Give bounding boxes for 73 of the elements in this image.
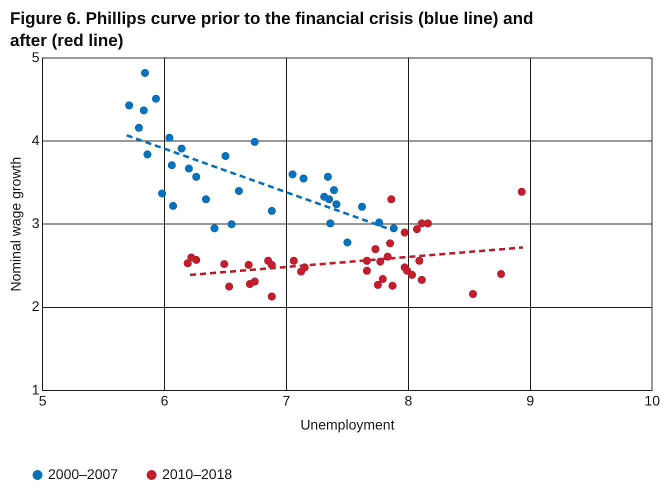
point [415, 256, 424, 265]
point [268, 292, 276, 300]
point [143, 150, 152, 158]
y-tick-label: 2 [32, 298, 40, 314]
point [375, 218, 384, 227]
point [178, 144, 186, 153]
point [158, 189, 166, 198]
point [424, 219, 432, 228]
point [300, 263, 309, 272]
y-tick-label: 1 [32, 381, 40, 398]
point [220, 260, 228, 268]
x-tick-label: 6 [160, 392, 169, 409]
point [288, 170, 297, 178]
point [141, 68, 150, 77]
y-axis-title: Nominal wage growth [7, 156, 24, 292]
point [192, 172, 200, 181]
point [300, 174, 308, 182]
point [408, 270, 416, 279]
point [184, 259, 192, 268]
point [362, 256, 371, 265]
point [202, 195, 210, 204]
point [169, 202, 178, 210]
point [343, 238, 352, 246]
point [192, 256, 200, 264]
point [330, 186, 338, 194]
point [234, 186, 243, 195]
point [268, 206, 276, 215]
x-tick-label: 9 [526, 392, 534, 409]
point [250, 138, 259, 146]
point [358, 202, 366, 211]
point [518, 188, 526, 196]
point [268, 260, 276, 269]
point [386, 239, 394, 248]
point [388, 282, 397, 290]
point [326, 219, 334, 228]
point [374, 280, 382, 289]
legend-label: 2000–2007 [48, 466, 118, 482]
point [378, 275, 387, 284]
point [325, 195, 334, 204]
point [228, 220, 236, 228]
point [332, 200, 340, 208]
point [140, 106, 148, 114]
point [468, 290, 477, 298]
point [376, 258, 384, 266]
point [384, 252, 392, 261]
x-tick-label: 7 [282, 392, 291, 409]
y-tick-label: 3 [32, 215, 40, 232]
point [244, 260, 253, 269]
point [125, 101, 134, 110]
point [165, 134, 174, 142]
x-axis-title: Unemployment [300, 416, 395, 432]
point [152, 94, 160, 103]
point [387, 195, 396, 204]
point [184, 164, 193, 173]
point [134, 124, 143, 132]
point [497, 270, 506, 278]
point [371, 245, 380, 254]
point [412, 225, 421, 234]
point [250, 278, 259, 286]
point [290, 256, 298, 265]
point [390, 224, 398, 232]
point [400, 228, 409, 237]
y-tick-label: 4 [32, 132, 40, 148]
point [225, 282, 234, 291]
x-tick-label: 8 [404, 392, 412, 409]
point [418, 276, 426, 284]
x-tick-label: 10 [644, 392, 660, 409]
point [324, 172, 332, 181]
point [221, 152, 230, 160]
legend-label: 2010–2018 [162, 466, 232, 482]
point [210, 224, 218, 232]
point [168, 161, 176, 170]
point [362, 266, 371, 275]
